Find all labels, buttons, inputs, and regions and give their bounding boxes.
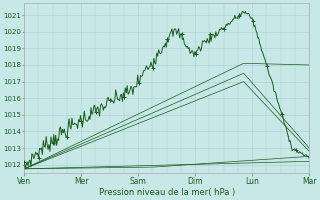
X-axis label: Pression niveau de la mer( hPa ): Pression niveau de la mer( hPa ) — [99, 188, 235, 197]
